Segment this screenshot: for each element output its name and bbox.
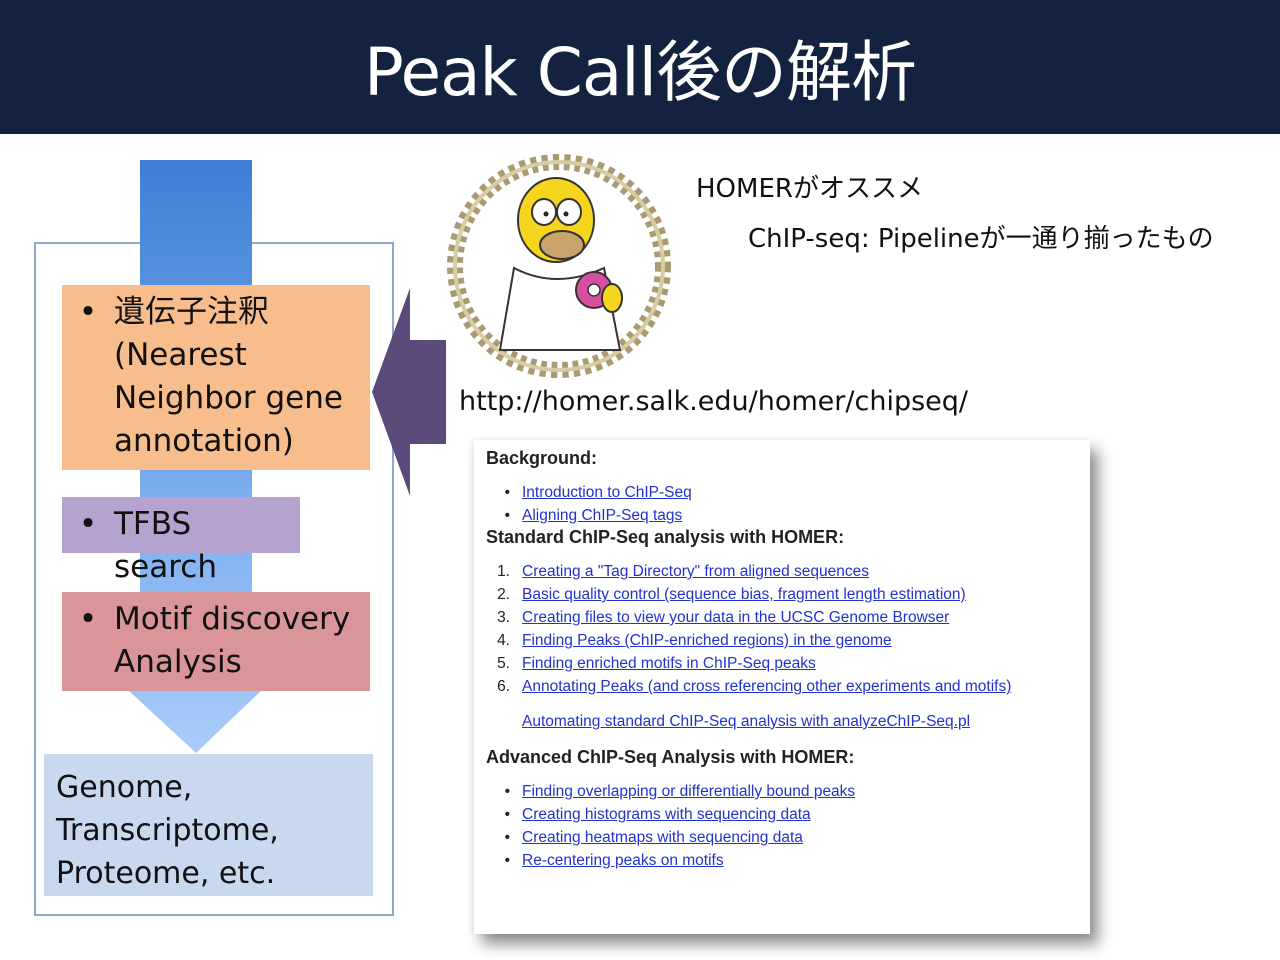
list-item: • Re-centering peaks on motifs (486, 849, 1078, 872)
step-label: TFBS search (114, 506, 217, 585)
link-automating-analysis[interactable]: Automating standard ChIP-Seq analysis wi… (522, 713, 971, 730)
list-item: 1. Creating a "Tag Directory" from aligne… (486, 560, 1078, 583)
step-bullet: • (78, 506, 98, 542)
step-tfbs-search: • TFBS search (62, 497, 300, 585)
homer-url[interactable]: http://homer.salk.edu/homer/chipseq/ (459, 386, 969, 417)
link-quality-control[interactable]: Basic quality control (sequence bias, fr… (522, 586, 966, 603)
pipeline-note: ChIP-seq: Pipelineが一通り揃ったもの (748, 224, 1214, 254)
list-item: • Introduction to ChIP-Seq (486, 481, 1078, 504)
homer-logo-icon (447, 154, 671, 378)
link-enriched-motifs[interactable]: Finding enriched motifs in ChIP-Seq peak… (522, 655, 816, 672)
link-ucsc-files[interactable]: Creating files to view your data in the … (522, 609, 950, 626)
advanced-heading: Advanced ChIP-Seq Analysis with HOMER: (486, 747, 855, 767)
link-recentering-peaks[interactable]: Re-centering peaks on motifs (522, 852, 724, 869)
advanced-list: • Finding overlapping or differentially b… (486, 780, 1078, 872)
standard-list: 1. Creating a "Tag Directory" from aligne… (486, 560, 1078, 698)
link-finding-peaks[interactable]: Finding Peaks (ChIP-enriched regions) in… (522, 632, 892, 649)
link-intro-chipseq[interactable]: Introduction to ChIP-Seq (522, 484, 692, 501)
homer-recommendation: HOMERがオススメ (696, 174, 923, 204)
result-box: Genome, Transcriptome, Proteome, etc. (44, 754, 373, 896)
background-heading: Background: (486, 448, 598, 468)
list-item: • Creating histograms with sequencing dat… (486, 803, 1078, 826)
step-bullet: • (78, 294, 98, 330)
list-item: 6. Annotating Peaks (and cross referencin… (486, 675, 1078, 698)
step-label: Motif discovery Analysis (114, 601, 351, 680)
list-item: 2. Basic quality control (sequence bias, … (486, 583, 1078, 606)
step-gene-annotation: • 遺伝子注釈 (Nearest Neighbor gene annotatio… (62, 285, 370, 470)
background-list: • Introduction to ChIP-Seq • Aligning ChIP… (486, 481, 1078, 527)
link-heatmaps[interactable]: Creating heatmaps with sequencing data (522, 829, 803, 846)
list-item: 5. Finding enriched motifs in ChIP-Seq pe… (486, 652, 1078, 675)
step-motif-discovery: • Motif discovery Analysis (62, 592, 370, 691)
list-item: 4. Finding Peaks (ChIP-enriched regions) … (486, 629, 1078, 652)
list-item: • Creating heatmaps with sequencing data (486, 826, 1078, 849)
list-item: • Aligning ChIP-Seq tags (486, 504, 1078, 527)
list-item: • Finding overlapping or differentially b… (486, 780, 1078, 803)
link-tag-directory[interactable]: Creating a "Tag Directory" from aligned … (522, 563, 870, 580)
left-pointer-arrow-icon (372, 288, 446, 496)
link-aligning-tags[interactable]: Aligning ChIP-Seq tags (522, 507, 683, 524)
step-label: 遺伝子注釈 (Nearest Neighbor gene annotation) (114, 294, 343, 459)
list-item: 3. Creating files to view your data in th… (486, 606, 1078, 629)
standard-heading: Standard ChIP-Seq analysis with HOMER: (486, 527, 845, 547)
link-overlapping-peaks[interactable]: Finding overlapping or differentially bo… (522, 783, 856, 800)
title-bar: Peak Call後の解析 (0, 0, 1280, 134)
link-annotating-peaks[interactable]: Annotating Peaks (and cross referencing … (522, 678, 1012, 695)
link-histograms[interactable]: Creating histograms with sequencing data (522, 806, 811, 823)
step-bullet: • (78, 601, 98, 637)
slide-title: Peak Call後の解析 (364, 34, 917, 111)
homer-webpage-screenshot: Background: • Introduction to ChIP-Seq • A… (474, 440, 1090, 934)
